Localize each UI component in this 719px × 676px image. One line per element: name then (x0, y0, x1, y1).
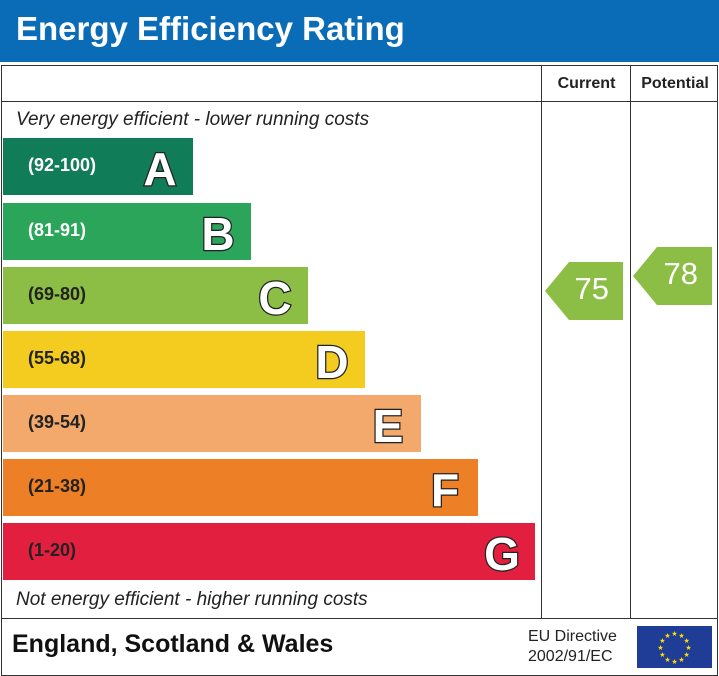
svg-text:D: D (315, 336, 348, 385)
svg-text:★: ★ (685, 644, 691, 652)
current-column-header: Current (557, 75, 616, 92)
band-range: (39-54) (28, 412, 87, 432)
band-bar-e: (39-54) E (3, 395, 421, 452)
band-bar-a: (92-100) A (3, 138, 193, 195)
svg-text:★: ★ (678, 656, 684, 664)
potential-rating-value: 78 (663, 256, 698, 291)
svg-text:★: ★ (671, 630, 677, 638)
band-range: (1-20) (28, 540, 77, 560)
band-letter: C (257, 271, 293, 321)
band-bar-c: (69-80) C (3, 267, 308, 324)
svg-text:★: ★ (664, 632, 670, 640)
eu-directive: EU Directive 2002/91/EC (528, 627, 617, 667)
svg-text:F: F (431, 464, 459, 513)
svg-text:★: ★ (671, 658, 677, 666)
band-letter: B (200, 207, 236, 257)
svg-text:★: ★ (678, 632, 684, 640)
divider (1, 618, 718, 619)
svg-text:★: ★ (659, 651, 665, 659)
divider (630, 65, 631, 618)
band-letter: G (483, 527, 521, 577)
svg-text:★: ★ (683, 651, 689, 659)
band-bar-d: (55-68) D (3, 331, 365, 388)
top-note: Very energy efficient - lower running co… (16, 109, 370, 130)
directive-line1: EU Directive (528, 628, 617, 645)
current-rating-value: 75 (574, 271, 609, 306)
svg-text:A: A (143, 143, 176, 192)
svg-text:★: ★ (664, 656, 670, 664)
svg-text:★: ★ (657, 644, 663, 652)
band-bar-g: (1-20) G (3, 523, 535, 580)
divider (541, 65, 542, 618)
svg-text:B: B (201, 208, 234, 257)
svg-text:★: ★ (659, 637, 665, 645)
band-letter: A (142, 142, 178, 192)
svg-text:★: ★ (683, 637, 689, 645)
band-range: (69-80) (28, 284, 87, 304)
header-banner: Energy Efficiency Rating (0, 0, 719, 62)
band-letter: E (371, 399, 404, 449)
current-rating-arrow: 75 (545, 262, 623, 320)
svg-text:C: C (258, 272, 291, 321)
band-range: (55-68) (28, 348, 87, 368)
potential-column-header: Potential (641, 75, 709, 92)
band-letter: D (314, 335, 350, 385)
band-letter: F (430, 463, 461, 513)
divider (1, 101, 718, 102)
potential-rating-arrow: 78 (633, 247, 712, 305)
svg-text:E: E (373, 400, 404, 449)
svg-text:G: G (484, 528, 520, 577)
band-bar-b: (81-91) B (3, 203, 251, 260)
band-bar-f: (21-38) F (3, 459, 478, 516)
directive-line2: 2002/91/EC (528, 648, 613, 665)
page-title: Energy Efficiency Rating (16, 10, 405, 47)
region-label: England, Scotland & Wales (12, 630, 334, 658)
eu-flag-icon: ★ ★ ★ ★ ★ ★ ★ ★ ★ ★ ★ ★ (637, 626, 712, 668)
band-range: (81-91) (28, 220, 87, 240)
band-range: (21-38) (28, 476, 87, 496)
band-range: (92-100) (28, 155, 97, 175)
bottom-note: Not energy efficient - higher running co… (16, 589, 368, 610)
